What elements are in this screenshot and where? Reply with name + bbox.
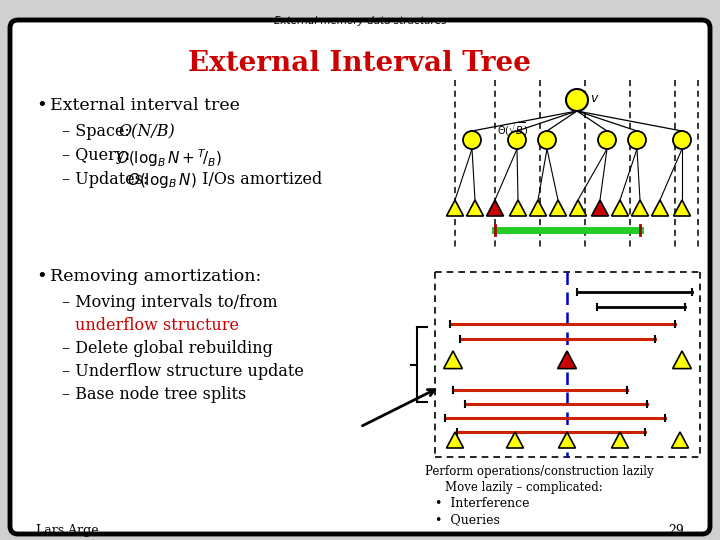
Polygon shape xyxy=(570,200,587,216)
Text: Removing amortization:: Removing amortization: xyxy=(50,268,261,285)
Polygon shape xyxy=(506,432,523,448)
Circle shape xyxy=(598,131,616,149)
Text: •  Interference: • Interference xyxy=(435,497,529,510)
Polygon shape xyxy=(446,200,464,216)
Polygon shape xyxy=(652,200,668,216)
Polygon shape xyxy=(529,200,546,216)
Text: – Updates:: – Updates: xyxy=(62,171,153,188)
Text: Perform operations/construction lazily: Perform operations/construction lazily xyxy=(425,465,654,478)
Text: – Underflow structure update: – Underflow structure update xyxy=(62,363,304,380)
Circle shape xyxy=(538,131,556,149)
Polygon shape xyxy=(631,200,649,216)
Text: – Query:: – Query: xyxy=(62,147,135,164)
Text: underflow structure: underflow structure xyxy=(75,317,239,334)
Polygon shape xyxy=(611,200,629,216)
Polygon shape xyxy=(672,432,688,448)
Text: Lars Arge: Lars Arge xyxy=(36,524,99,537)
Polygon shape xyxy=(487,200,503,216)
Text: $O(\log_B N)$: $O(\log_B N)$ xyxy=(127,171,197,190)
Polygon shape xyxy=(672,351,691,369)
Polygon shape xyxy=(559,432,575,448)
Text: 29: 29 xyxy=(668,524,684,537)
Text: •: • xyxy=(36,268,47,286)
Polygon shape xyxy=(673,200,690,216)
Text: External Interval Tree: External Interval Tree xyxy=(189,50,531,77)
Text: – Space:: – Space: xyxy=(62,123,135,140)
Polygon shape xyxy=(444,351,462,369)
Polygon shape xyxy=(446,432,464,448)
Text: – Base node tree splits: – Base node tree splits xyxy=(62,386,246,403)
Circle shape xyxy=(628,131,646,149)
Polygon shape xyxy=(611,432,629,448)
Text: •  Queries: • Queries xyxy=(435,513,500,526)
Text: $O(\log_B N + {}^T\!/{}_{B})$: $O(\log_B N + {}^T\!/{}_{B})$ xyxy=(116,147,222,168)
Text: – Moving intervals to/from: – Moving intervals to/from xyxy=(62,294,278,311)
Circle shape xyxy=(463,131,481,149)
Circle shape xyxy=(673,131,691,149)
Polygon shape xyxy=(558,351,576,369)
Text: I/Os amortized: I/Os amortized xyxy=(197,171,323,188)
Polygon shape xyxy=(549,200,567,216)
Polygon shape xyxy=(592,200,608,216)
Text: Move lazily – complicated:: Move lazily – complicated: xyxy=(445,481,603,494)
Text: – Delete global rebuilding: – Delete global rebuilding xyxy=(62,340,273,357)
Circle shape xyxy=(566,89,588,111)
FancyBboxPatch shape xyxy=(10,20,710,534)
Polygon shape xyxy=(510,200,526,216)
Text: External interval tree: External interval tree xyxy=(50,97,240,114)
Polygon shape xyxy=(467,200,484,216)
Text: $\Theta(\sqrt{B})$: $\Theta(\sqrt{B})$ xyxy=(497,120,528,138)
Text: •: • xyxy=(36,97,47,115)
Text: O(N/B): O(N/B) xyxy=(118,123,175,140)
Text: v: v xyxy=(590,91,598,105)
Circle shape xyxy=(508,131,526,149)
Text: External memory data structures: External memory data structures xyxy=(274,16,446,26)
